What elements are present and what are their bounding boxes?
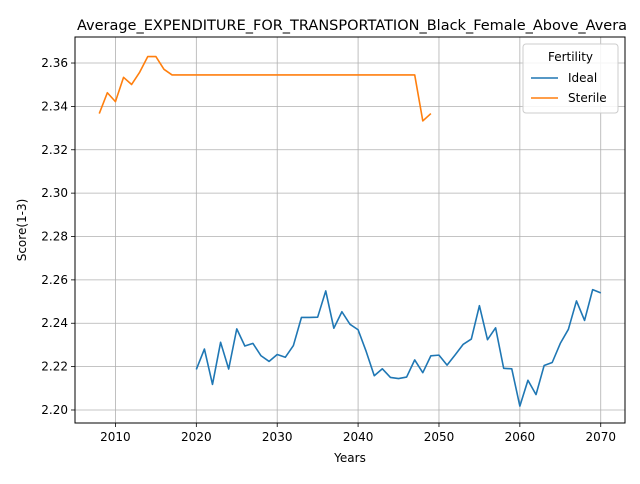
x-tick-label: 2060 [505, 430, 536, 444]
y-tick-label: 2.36 [41, 56, 68, 70]
y-tick-label: 2.26 [41, 273, 68, 287]
y-tick-label: 2.20 [41, 403, 68, 417]
plot-frame [74, 36, 626, 424]
x-tick-label: 2020 [181, 430, 212, 444]
legend: Fertility Ideal Sterile [522, 43, 619, 114]
x-tick-label: 2040 [343, 430, 374, 444]
y-tick-label: 2.32 [41, 143, 68, 157]
x-tick-label: 2070 [585, 430, 616, 444]
y-axis-ticks: 2.20 2.22 2.24 2.26 2.28 2.30 2.32 2.34 2.36 [41, 56, 75, 417]
series-lines [98, 55, 602, 407]
x-axis-ticks: 2010 2020 2030 2040 2050 2060 2070 [100, 423, 616, 444]
series-line-ideal [195, 288, 602, 407]
legend-label-sterile: Sterile [568, 91, 607, 105]
x-tick-label: 2010 [100, 430, 131, 444]
y-axis-label: Score(1-3) [15, 199, 29, 262]
series-line-sterile [98, 55, 432, 122]
x-tick-label: 2030 [262, 430, 293, 444]
x-axis-label: Years [333, 451, 366, 465]
chart-title: Average_EXPENDITURE_FOR_TRANSPORTATION_B… [77, 18, 627, 34]
y-tick-label: 2.22 [41, 360, 68, 374]
y-tick-label: 2.24 [41, 316, 68, 330]
y-tick-label: 2.30 [41, 186, 68, 200]
legend-label-ideal: Ideal [568, 71, 597, 85]
y-tick-label: 2.28 [41, 230, 68, 244]
x-tick-label: 2050 [424, 430, 455, 444]
legend-box [522, 43, 619, 114]
y-tick-label: 2.34 [41, 99, 68, 113]
legend-title: Fertility [548, 50, 593, 64]
